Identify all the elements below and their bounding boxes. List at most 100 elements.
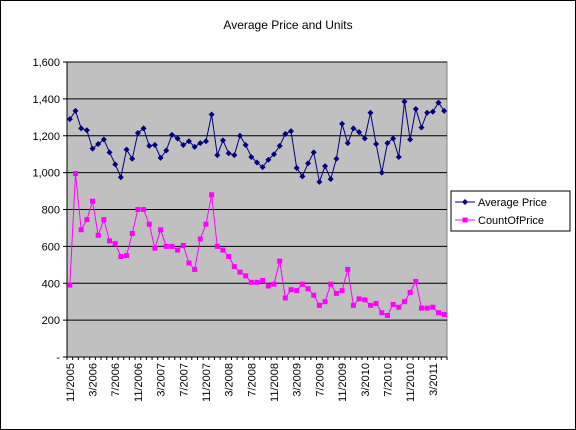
data-point	[66, 116, 73, 123]
legend-label: Average Price	[478, 197, 547, 209]
data-point	[316, 178, 323, 185]
data-point	[435, 310, 441, 316]
data-point	[180, 141, 187, 148]
data-point	[134, 129, 141, 136]
legend-box	[450, 190, 571, 232]
data-point	[356, 296, 362, 302]
data-point	[373, 301, 379, 307]
data-point	[220, 247, 226, 253]
data-point	[158, 227, 164, 233]
data-point	[361, 135, 368, 142]
data-point	[288, 128, 295, 135]
data-point	[311, 292, 317, 298]
x-tick-label: 11/2009	[337, 363, 349, 402]
data-point	[146, 221, 152, 227]
data-point	[322, 299, 328, 305]
data-point	[67, 282, 73, 288]
data-point	[112, 161, 119, 168]
x-tick-label: 7/2010	[382, 363, 394, 397]
data-point	[288, 287, 294, 293]
data-point	[208, 111, 215, 118]
data-point	[430, 304, 436, 310]
data-point	[146, 142, 153, 149]
data-point	[367, 109, 374, 116]
data-point	[282, 295, 288, 301]
data-point	[373, 141, 380, 148]
data-point	[83, 127, 90, 134]
data-point	[390, 301, 396, 307]
data-point	[265, 283, 271, 289]
data-point	[95, 141, 102, 148]
data-point	[214, 152, 221, 159]
data-point	[78, 125, 85, 132]
data-point	[441, 312, 447, 318]
data-point	[418, 305, 424, 311]
data-point	[367, 302, 373, 308]
data-point	[157, 154, 164, 161]
data-point	[106, 149, 113, 156]
legend-label: CountOfPrice	[478, 215, 544, 227]
x-tick-label: 11/2005	[65, 363, 77, 402]
data-point	[214, 243, 220, 249]
data-point	[435, 99, 442, 106]
data-point	[129, 155, 136, 162]
data-point	[100, 136, 107, 143]
data-point	[191, 143, 198, 150]
data-point	[254, 159, 260, 166]
data-point	[424, 109, 431, 116]
data-point	[175, 247, 181, 253]
data-point	[333, 290, 339, 296]
data-point	[163, 147, 170, 154]
data-point	[141, 207, 147, 212]
y-tick-label: 200	[42, 315, 60, 327]
data-point	[243, 273, 249, 279]
data-point	[390, 135, 397, 142]
data-point	[180, 242, 186, 248]
data-point	[123, 146, 130, 153]
x-tick-label: 7/2007	[178, 363, 190, 397]
data-point	[236, 132, 243, 139]
data-point	[163, 243, 169, 249]
data-point	[118, 254, 124, 260]
data-point	[260, 277, 266, 283]
data-point	[202, 138, 209, 145]
data-point	[401, 299, 407, 305]
x-tick-label: 3/2010	[360, 363, 372, 397]
legend-marker	[462, 199, 468, 205]
data-point	[124, 253, 130, 259]
data-point	[168, 131, 175, 138]
data-point	[89, 145, 96, 152]
data-point	[379, 310, 385, 316]
data-point	[277, 258, 283, 264]
data-point	[203, 221, 209, 227]
data-point	[362, 297, 368, 303]
data-point	[226, 254, 232, 260]
data-point	[316, 302, 322, 308]
y-tick-label: 400	[42, 278, 60, 290]
data-point	[271, 281, 277, 287]
y-tick-label: 800	[42, 205, 60, 217]
data-point	[339, 120, 346, 127]
x-tick-label: 7/2006	[110, 363, 122, 397]
data-point	[418, 124, 425, 131]
data-point	[413, 278, 419, 284]
data-point	[328, 281, 334, 287]
data-point	[294, 288, 300, 294]
data-point	[72, 107, 79, 114]
data-point	[169, 243, 175, 249]
data-point	[186, 260, 192, 266]
data-point	[299, 281, 305, 287]
x-tick-label: 3/2008	[224, 363, 236, 397]
data-point	[129, 230, 135, 236]
data-point	[237, 269, 243, 275]
y-tick-label: 1,400	[32, 94, 60, 106]
x-tick-label: 11/2010	[405, 363, 417, 402]
y-tick-label: 1,200	[32, 131, 60, 143]
data-point	[424, 305, 430, 311]
y-tick-label: -	[56, 352, 60, 364]
data-point	[225, 150, 232, 157]
data-point	[339, 288, 345, 294]
y-tick-label: 1,600	[32, 57, 60, 69]
data-point	[151, 141, 158, 148]
